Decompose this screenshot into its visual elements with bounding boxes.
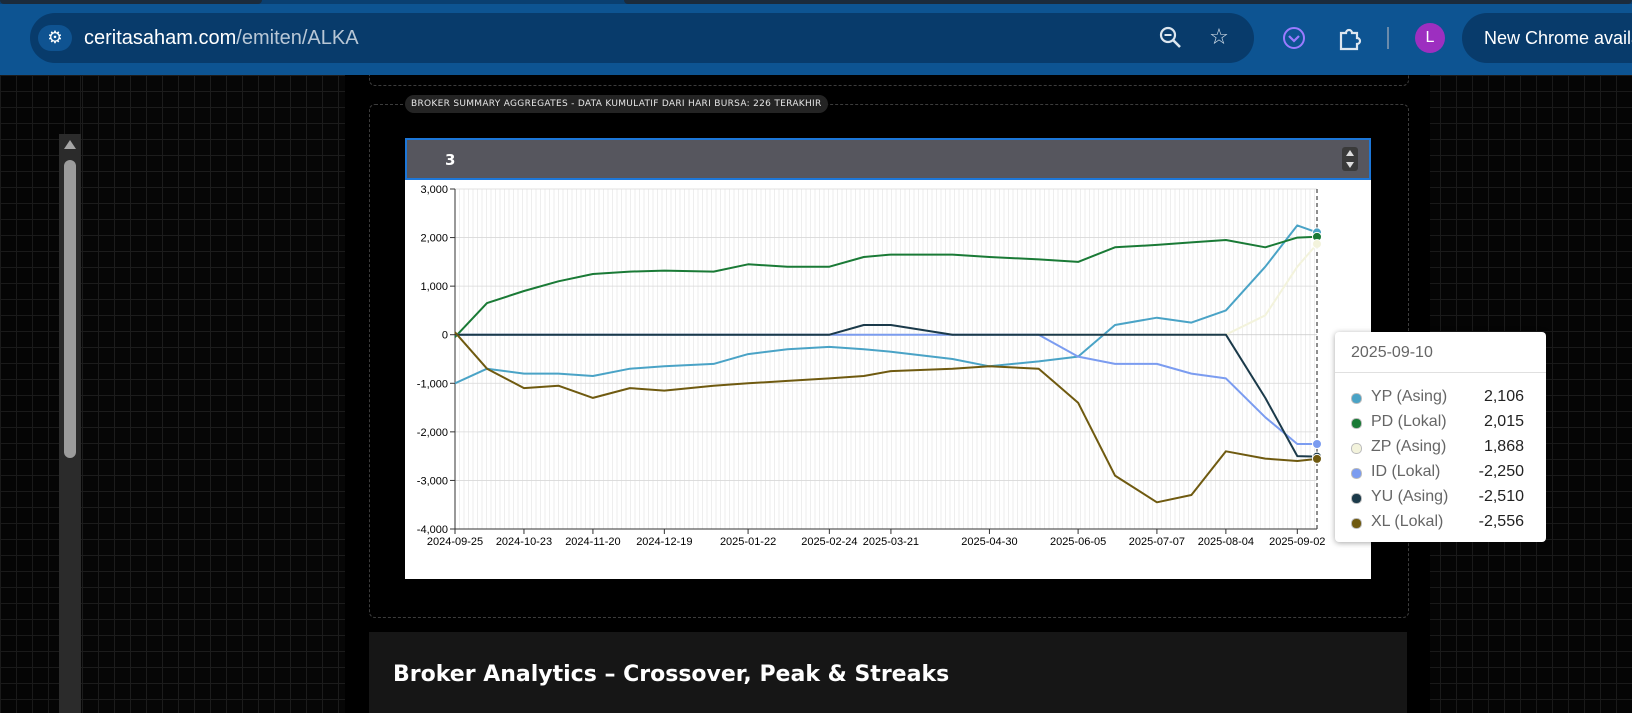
new-chrome-available-button[interactable]: New Chrome availa (1462, 13, 1632, 63)
tooltip-divider (1335, 372, 1546, 373)
top-n-spinbox[interactable] (405, 138, 1371, 180)
tooltip-series-name: PD (Lokal) (1371, 413, 1447, 430)
tooltip-row: ZP (Asing) 1,868 (1351, 434, 1536, 460)
series-line-0 (454, 224, 1318, 385)
tooltip-row: YU (Asing) -2,510 (1351, 484, 1536, 510)
tooltip-series-name: ID (Lokal) (1371, 463, 1441, 480)
tooltip-row: PD (Lokal) 2,015 (1351, 409, 1536, 435)
profile-avatar[interactable]: L (1415, 23, 1445, 53)
tooltip-series-name: YP (Asing) (1371, 388, 1448, 405)
broker-line-chart[interactable]: 3,000 2,000 1,000 0 -1,000 -2,000 -3,000 -4,000… (405, 180, 1371, 579)
chart-tooltip: 2025-09-10 YP (Asing) 2,106 PD (Lokal) 2,01… (1335, 332, 1546, 542)
x-tick-label: 2025-08-04 (1198, 536, 1254, 548)
address-bar[interactable] (30, 13, 1254, 63)
series-line-1 (454, 235, 1318, 338)
spinbox-decrement-button[interactable] (1342, 159, 1358, 171)
x-tick-label: 2024-11-20 (565, 536, 620, 548)
previous-panel-edge (369, 75, 1409, 86)
y-tick-label: 1,000 (420, 281, 448, 293)
tooltip-series-value: -2,510 (1478, 488, 1524, 505)
y-tick-label: -2,000 (417, 427, 448, 439)
x-tick-label: 2024-12-19 (636, 536, 692, 548)
url-path: /emiten/ALKA (236, 27, 359, 49)
tooltip-series-value: -2,250 (1478, 463, 1524, 480)
broker-analytics-section (369, 632, 1407, 713)
series-point-5 (1312, 453, 1322, 464)
x-tick-label: 2025-01-22 (720, 536, 776, 548)
url-text[interactable]: ceritasaham.com/emiten/ALKA (84, 24, 359, 52)
series-dot-icon (1351, 493, 1362, 504)
series-line-4 (455, 324, 1318, 458)
series-point-2 (1312, 238, 1322, 249)
x-tick-label: 2024-09-25 (427, 536, 483, 548)
panel-title: BROKER SUMMARY AGGREGATES - DATA KUMULAT… (405, 95, 828, 113)
tooltip-series-value: -2,556 (1478, 513, 1524, 530)
tooltip-series-value: 2,015 (1483, 413, 1524, 430)
y-tick-label: -4,000 (417, 524, 448, 536)
x-tick-label: 2025-03-21 (863, 536, 919, 548)
tooltip-row: ID (Lokal) -2,250 (1351, 459, 1536, 485)
series-dot-icon (1351, 468, 1362, 479)
y-tick-label: 0 (442, 330, 448, 342)
tooltip-series-value: 1,868 (1483, 438, 1524, 455)
tooltip-row: YP (Asing) 2,106 (1351, 384, 1536, 410)
spinbox-increment-button[interactable] (1342, 147, 1358, 159)
tooltip-series-name: ZP (Asing) (1371, 438, 1447, 455)
section-title: Broker Analytics – Crossover, Peak & Str… (393, 662, 950, 687)
x-tick-label: 2025-02-24 (801, 536, 857, 548)
series-line-5 (454, 331, 1318, 504)
y-tick-label: 3,000 (420, 184, 448, 196)
x-tick-label: 2025-04-30 (961, 536, 1017, 548)
x-tick-label: 2025-09-02 (1269, 536, 1325, 548)
tooltip-series-value: 2,106 (1483, 388, 1524, 405)
spinbox-value: 3 (445, 151, 456, 169)
toolbar-divider (1387, 27, 1389, 49)
tooltip-series-name: XL (Lokal) (1371, 513, 1444, 530)
chart-container (405, 138, 1371, 579)
left-column (82, 75, 345, 713)
url-host: ceritasaham.com (84, 27, 237, 49)
bookmark-star-icon[interactable]: ☆ (1209, 25, 1229, 50)
tab-edge-left[interactable] (0, 0, 262, 4)
extensions-puzzle-icon[interactable] (1335, 24, 1363, 52)
site-info-icon[interactable]: ⚙ (38, 25, 72, 51)
spin-down-icon (1346, 162, 1354, 168)
spin-up-icon (1346, 150, 1354, 156)
series-point-3 (1312, 439, 1322, 449)
tab-edge-right[interactable] (624, 0, 1632, 4)
zoom-icon[interactable] (1157, 24, 1185, 52)
series-dot-icon (1351, 393, 1362, 404)
series-dot-icon (1351, 418, 1362, 429)
scroll-up-arrow-icon[interactable] (64, 140, 76, 149)
y-tick-label: 2,000 (420, 233, 448, 245)
tooltip-date: 2025-09-10 (1351, 344, 1433, 361)
y-tick-label: -1,000 (417, 378, 448, 390)
x-tick-label: 2025-07-07 (1129, 536, 1185, 548)
tooltip-series-name: YU (Asing) (1371, 488, 1449, 505)
y-tick-label: -3,000 (417, 475, 448, 487)
scrollbar-thumb[interactable] (64, 160, 76, 458)
tooltip-row: XL (Lokal) -2,556 (1351, 509, 1536, 535)
series-dot-icon (1351, 518, 1362, 529)
series-dot-icon (1351, 443, 1362, 454)
x-tick-label: 2024-10-23 (496, 536, 552, 548)
x-tick-label: 2025-06-05 (1050, 536, 1106, 548)
extension-check-icon[interactable] (1280, 24, 1308, 52)
